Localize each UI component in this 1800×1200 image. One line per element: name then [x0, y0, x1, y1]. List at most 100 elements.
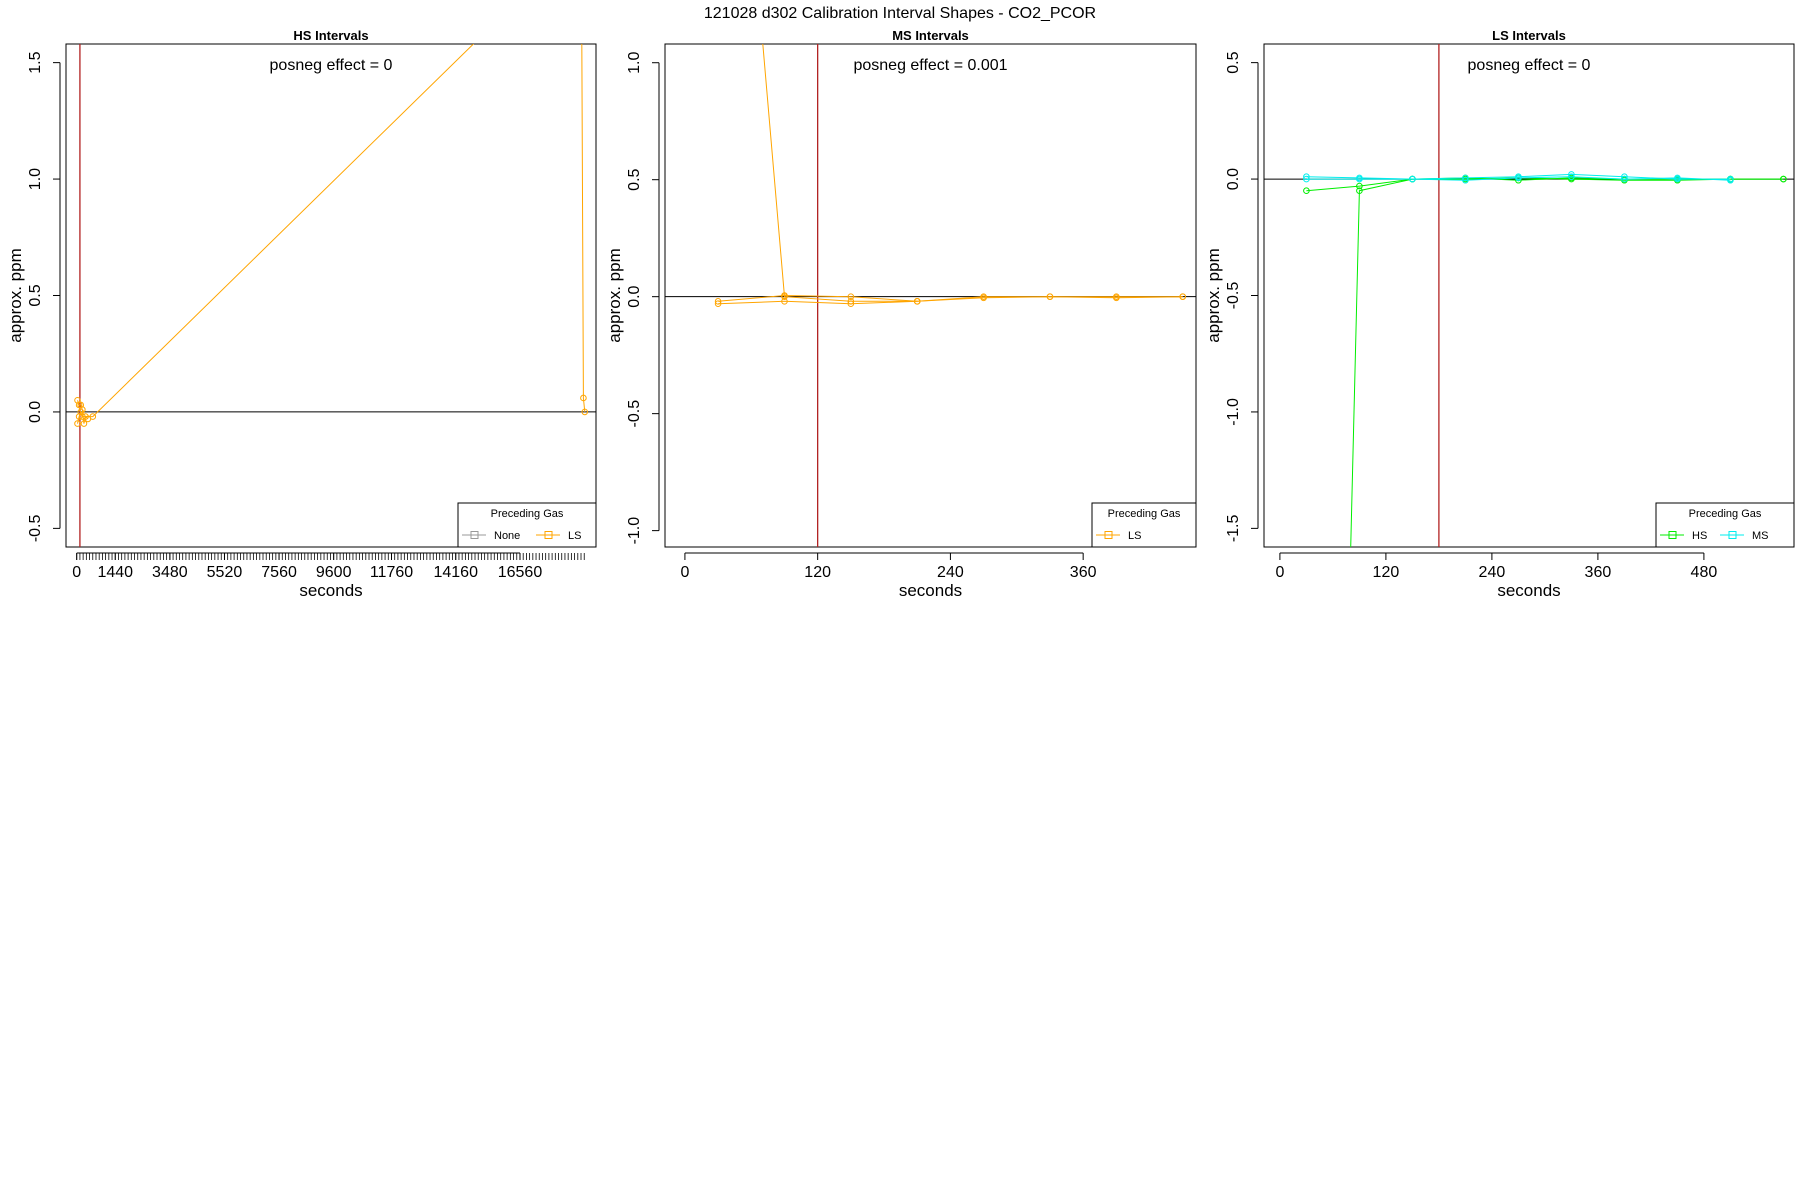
- data-point-LS: [714, 300, 722, 307]
- x-tick-label: 360: [1070, 564, 1097, 581]
- y-axis-label: approx. ppm: [6, 248, 25, 343]
- data-point-MS: [1621, 175, 1628, 183]
- y-tick-label: -0.5: [1225, 282, 1242, 310]
- data-point-LS: [913, 298, 921, 305]
- legend-box: [1655, 502, 1795, 548]
- x-tick-label: 0: [72, 564, 81, 581]
- y-axis-label: approx. ppm: [1204, 248, 1223, 343]
- legend-title: Preceding Gas: [1689, 508, 1762, 520]
- legend-swatch-marker: [470, 531, 479, 539]
- y-tick-label: 1.5: [27, 51, 44, 73]
- panel-2: LS Intervals posneg effect = 0 0 120 240 360 4…: [1204, 28, 1795, 600]
- plot-frame: [664, 43, 1197, 548]
- x-tick-label: 5520: [207, 564, 243, 581]
- x-tick-label: 7560: [261, 564, 297, 581]
- plot-area: [665, 37, 1196, 547]
- x-axis-label: seconds: [1497, 581, 1560, 600]
- data-point-MS: [1515, 174, 1522, 182]
- y-tick-label: 0.5: [1225, 51, 1242, 73]
- x-tick-label: 14160: [433, 564, 478, 581]
- legend-title: Preceding Gas: [491, 508, 564, 520]
- chart-panels: HS Intervals posneg effect = 0 0 1440 3480 55…: [6, 28, 1795, 600]
- y-tick-label: 1.0: [626, 51, 643, 73]
- x-tick-label: 0: [680, 564, 689, 581]
- x-tick-label: 1440: [97, 564, 133, 581]
- data-point-LS: [79, 413, 86, 420]
- plot-area: [1264, 44, 1794, 555]
- data-point-LS: [714, 298, 722, 305]
- panel-title: HS Intervals: [293, 28, 368, 43]
- y-tick-label: -0.5: [27, 514, 44, 542]
- y-tick-label: -0.5: [626, 400, 643, 428]
- y-axis-label: approx. ppm: [605, 248, 624, 343]
- data-point-MS: [1462, 174, 1469, 182]
- data-point-HS: [1780, 175, 1787, 183]
- x-tick-label: 120: [1373, 564, 1400, 581]
- legend-entry-label: LS: [1128, 530, 1141, 542]
- data-point-MS: [1674, 174, 1681, 182]
- legend: Preceding Gas LS: [1091, 502, 1197, 548]
- panel-1: MS Intervals posneg effect = 0.001 0 120 240…: [605, 28, 1197, 600]
- y-tick-label: 0.5: [626, 168, 643, 190]
- data-point-HS: [1348, 549, 1354, 555]
- legend-title: Preceding Gas: [1108, 508, 1181, 520]
- data-point-LS: [1046, 293, 1054, 300]
- data-point-HS: [1303, 187, 1310, 195]
- series-line-MS: [1306, 176, 1731, 181]
- series-line-HS: [1350, 177, 1784, 547]
- x-axis-label: seconds: [899, 581, 962, 600]
- series-line-LS: [762, 44, 1183, 302]
- data-point-LS: [89, 413, 97, 420]
- legend: Preceding Gas HS MS: [1655, 502, 1795, 548]
- posneg-annotation: posneg effect = 0.001: [853, 57, 1007, 74]
- series-line-LS: [718, 300, 918, 305]
- y-tick-label: 0.5: [27, 284, 44, 306]
- x-tick-label: 0: [1275, 564, 1284, 581]
- data-point-LS: [579, 37, 585, 43]
- legend-swatch-marker: [544, 531, 553, 539]
- y-tick-label: 0.0: [1225, 168, 1242, 190]
- data-point-LS: [847, 300, 855, 307]
- x-tick-label: 240: [1479, 564, 1506, 581]
- data-point-LS: [74, 420, 81, 427]
- legend: Preceding Gas None LS: [457, 502, 597, 548]
- y-tick-label: -1.0: [1225, 398, 1242, 426]
- x-tick-label: 3480: [152, 564, 188, 581]
- legend-swatch-marker: [1728, 531, 1737, 539]
- legend-box: [1091, 502, 1197, 548]
- x-tick-label: 360: [1585, 564, 1612, 581]
- legend-entry-label: None: [494, 530, 520, 542]
- plot-area: [66, 37, 596, 547]
- panel-title: LS Intervals: [1492, 28, 1566, 43]
- data-point-LS: [1113, 294, 1120, 302]
- y-tick-label: 0.0: [626, 285, 643, 307]
- figure-title: 121028 d302 Calibration Interval Shapes …: [704, 5, 1096, 22]
- data-point-LS: [847, 293, 855, 300]
- x-tick-label: 11760: [370, 564, 413, 581]
- data-point-MS: [1568, 173, 1575, 181]
- series-line-LS: [77, 44, 475, 424]
- data-point-LS: [1179, 293, 1187, 300]
- data-point-LS: [580, 394, 587, 402]
- data-point-LS: [980, 294, 987, 302]
- data-point-LS: [760, 37, 766, 43]
- legend-swatch-marker: [1668, 531, 1677, 539]
- data-point-LS: [475, 37, 481, 43]
- data-point-MS: [1462, 176, 1469, 184]
- posneg-annotation: posneg effect = 0: [270, 57, 393, 74]
- data-point-MS: [1356, 175, 1363, 183]
- legend-box: [457, 502, 597, 548]
- posneg-annotation: posneg effect = 0: [1468, 57, 1591, 74]
- panel-0: HS Intervals posneg effect = 0 0 1440 3480 55…: [6, 28, 597, 600]
- x-tick-label: 480: [1691, 564, 1718, 581]
- data-point-MS: [1727, 176, 1734, 184]
- data-point-HS: [1356, 187, 1363, 195]
- plot-frame: [1263, 43, 1795, 548]
- legend-entry-label: MS: [1752, 530, 1769, 542]
- data-point-MS: [1409, 175, 1416, 183]
- series-line-LS: [718, 294, 1183, 302]
- legend-entry-label: LS: [568, 530, 581, 542]
- data-point-LS: [80, 420, 88, 427]
- legend-swatch-marker: [1104, 531, 1113, 539]
